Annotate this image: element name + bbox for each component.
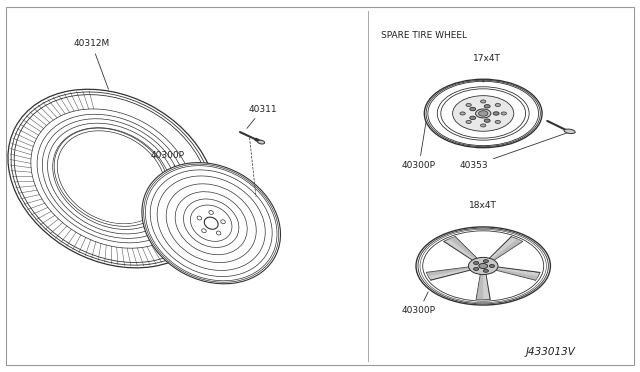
Circle shape (484, 119, 490, 122)
Polygon shape (449, 237, 477, 259)
Circle shape (470, 108, 476, 111)
Text: 40312M: 40312M (74, 39, 110, 89)
Ellipse shape (197, 216, 202, 220)
Circle shape (483, 269, 488, 272)
Ellipse shape (258, 140, 264, 144)
Circle shape (466, 103, 471, 106)
Polygon shape (426, 267, 469, 276)
Polygon shape (426, 267, 470, 280)
Circle shape (495, 121, 500, 124)
Ellipse shape (209, 211, 213, 214)
Text: 18x4T: 18x4T (469, 201, 497, 210)
Circle shape (493, 112, 499, 115)
Circle shape (470, 116, 476, 119)
Ellipse shape (564, 129, 575, 134)
Circle shape (484, 105, 490, 108)
Polygon shape (455, 232, 511, 260)
Polygon shape (444, 237, 477, 260)
Polygon shape (492, 241, 541, 272)
Circle shape (474, 262, 479, 264)
FancyBboxPatch shape (6, 7, 634, 365)
Polygon shape (476, 275, 483, 299)
Circle shape (482, 81, 484, 82)
Circle shape (481, 124, 486, 127)
Text: 17x4T: 17x4T (472, 54, 500, 63)
Text: J433013V: J433013V (526, 347, 576, 357)
Ellipse shape (142, 163, 280, 284)
Ellipse shape (216, 231, 221, 235)
Text: 40311: 40311 (247, 105, 277, 128)
Polygon shape (490, 237, 523, 260)
Circle shape (466, 121, 471, 124)
Circle shape (495, 103, 500, 106)
Polygon shape (496, 267, 540, 280)
Circle shape (490, 264, 495, 267)
Polygon shape (492, 239, 523, 260)
Ellipse shape (204, 217, 218, 229)
Polygon shape (426, 241, 475, 272)
Text: 40300P: 40300P (150, 151, 189, 187)
Circle shape (474, 267, 479, 270)
Text: 40353: 40353 (460, 132, 569, 170)
Ellipse shape (479, 111, 488, 116)
Text: 40300P: 40300P (402, 99, 436, 170)
Circle shape (460, 112, 465, 115)
Ellipse shape (452, 96, 514, 131)
Text: 40300P: 40300P (402, 292, 436, 315)
Ellipse shape (60, 134, 164, 223)
Polygon shape (484, 269, 536, 299)
Ellipse shape (202, 229, 206, 233)
Ellipse shape (221, 220, 225, 224)
Ellipse shape (479, 263, 488, 269)
Circle shape (481, 100, 486, 103)
Text: SPARE TIRE WHEEL: SPARE TIRE WHEEL (381, 31, 467, 40)
Ellipse shape (468, 257, 498, 275)
Polygon shape (476, 275, 490, 299)
Ellipse shape (9, 90, 215, 267)
Polygon shape (496, 269, 538, 280)
Polygon shape (431, 269, 482, 299)
Circle shape (483, 260, 488, 263)
Ellipse shape (424, 79, 542, 148)
Ellipse shape (415, 226, 552, 306)
Ellipse shape (476, 109, 491, 118)
Ellipse shape (192, 206, 230, 240)
Circle shape (501, 112, 506, 115)
